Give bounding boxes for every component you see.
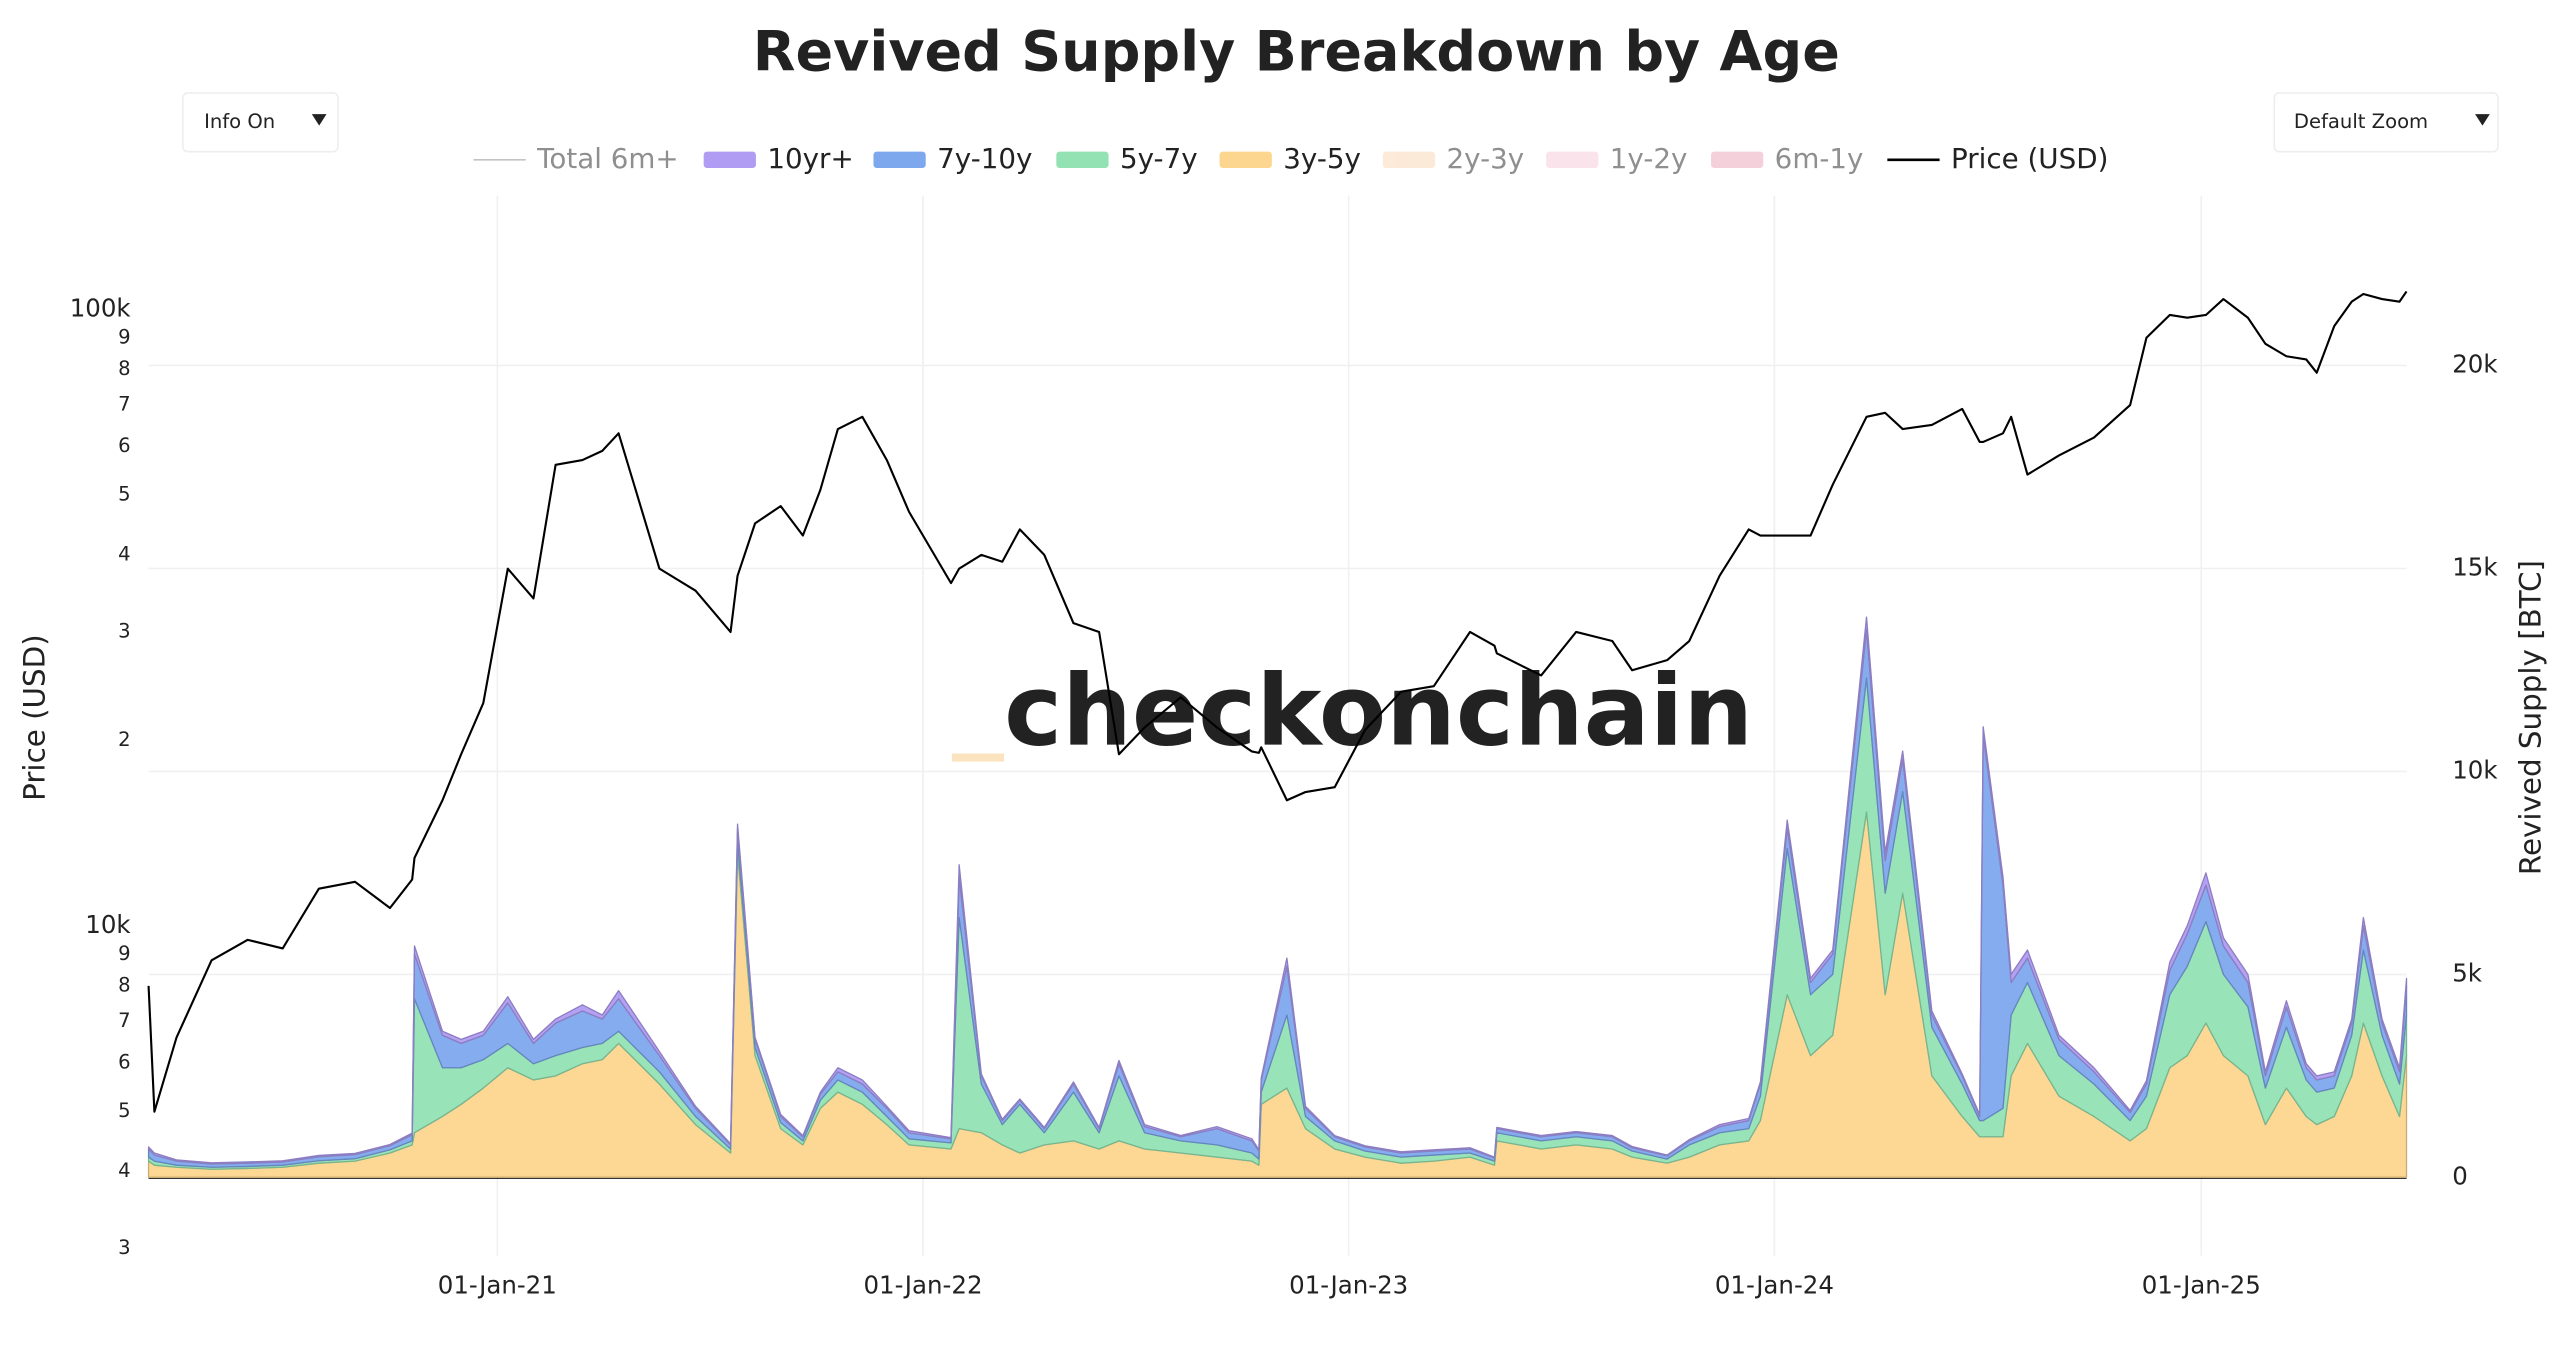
x-tick-label: 01-Jan-21	[438, 1271, 557, 1300]
legend: Total 6m+ 10yr+ 7y-10y 5y-7y 3y-5y 2y-3y 1y-2y…	[473, 142, 2108, 175]
y-axis-label: Price (USD)	[17, 634, 51, 801]
y2-axis-label: Revived Supply [BTC]	[2514, 560, 2548, 875]
line	[147, 290, 2408, 1113]
y-tick-label: 2	[118, 728, 130, 751]
legend-label: 7y-10y	[937, 142, 1032, 175]
legend-item[interactable]: 6m-1y	[1711, 142, 1863, 175]
y2-tick-label: 15k	[2452, 552, 2498, 581]
y-tick-label: 7	[118, 393, 130, 416]
x-tick-label: 01-Jan-23	[1289, 1271, 1408, 1300]
chart-title: Revived Supply Breakdown by Age	[753, 21, 1840, 85]
legend-item[interactable]: 2y-3y	[1382, 142, 1525, 175]
legend-item[interactable]: Total 6m+	[473, 142, 679, 175]
y-tick-label: 4	[118, 542, 130, 565]
y-tick-label: 3	[118, 1236, 130, 1259]
watermark-text: checkonchain	[1004, 654, 1753, 768]
legend-item[interactable]: 10yr+	[703, 142, 854, 175]
y-tick-label: 4	[118, 1159, 130, 1182]
info-dropdown[interactable]: Info On	[182, 92, 339, 153]
y-tick-label: 6	[118, 1050, 130, 1073]
x-tick-label: 01-Jan-25	[2142, 1271, 2261, 1300]
legend-swatch	[703, 151, 756, 168]
axes: 01-Jan-21 01-Jan-22 01-Jan-23 01-Jan-24 01-J…	[70, 294, 2499, 1300]
y-tick-label: 8	[118, 973, 130, 996]
legend-label: 5y-7y	[1120, 142, 1198, 175]
y2-tick-label: 10k	[2452, 755, 2498, 784]
legend-label: 3y-5y	[1283, 142, 1361, 175]
y-tick-label: 6	[118, 434, 130, 457]
x-tick-label: 01-Jan-24	[1715, 1271, 1834, 1300]
y-tick-label: 3	[118, 619, 130, 642]
legend-swatch	[1382, 151, 1436, 168]
dropdown-label: Info On	[204, 110, 275, 133]
legend-label: 6m-1y	[1775, 142, 1864, 175]
dropdown-arrow	[311, 114, 327, 126]
legend-swatch	[1056, 151, 1109, 168]
legend-label: 2y-3y	[1447, 142, 1525, 175]
y2-tick-label: 5k	[2452, 958, 2483, 987]
legend-item[interactable]: 3y-5y	[1219, 142, 1361, 175]
y2-tick-label: 20k	[2452, 349, 2498, 378]
legend-label: Total 6m+	[536, 142, 679, 175]
legend-item[interactable]: 5y-7y	[1056, 142, 1198, 175]
y-tick-label: 8	[118, 357, 130, 380]
watermark: checkonchain	[951, 654, 1753, 768]
legend-label: 10yr+	[767, 142, 853, 175]
dropdown-label: Default Zoom	[2294, 110, 2428, 133]
dropdown-arrow	[2475, 114, 2490, 126]
y-tick-label: 5	[118, 483, 130, 506]
y-tick-label: 10k	[85, 910, 131, 939]
legend-item[interactable]: Price (USD)	[1887, 142, 2108, 175]
watermark-logo	[951, 753, 1005, 762]
legend-swatch	[1711, 151, 1764, 168]
legend-label: Price (USD)	[1951, 142, 2108, 175]
legend-swatch	[1546, 151, 1599, 168]
plot	[147, 290, 2408, 1179]
y2-tick-label: 0	[2452, 1161, 2468, 1190]
y-tick-label: 9	[118, 942, 130, 965]
y-tick-label: 7	[118, 1009, 130, 1032]
legend-swatch	[1219, 151, 1272, 168]
zoom-dropdown[interactable]: Default Zoom	[2273, 92, 2499, 153]
area	[147, 616, 2408, 1165]
legend-swatch	[873, 151, 926, 168]
legend-item[interactable]: 1y-2y	[1546, 142, 1687, 175]
y-tick-label: 9	[118, 325, 130, 348]
x-tick-label: 01-Jan-22	[863, 1271, 982, 1300]
dropdown-box	[2273, 92, 2499, 153]
y-tick-label: 5	[118, 1099, 130, 1122]
legend-label: 1y-2y	[1610, 142, 1688, 175]
legend-item[interactable]: 7y-10y	[873, 142, 1032, 175]
y-tick-label: 100k	[70, 294, 132, 323]
dropdown-box	[182, 92, 339, 153]
